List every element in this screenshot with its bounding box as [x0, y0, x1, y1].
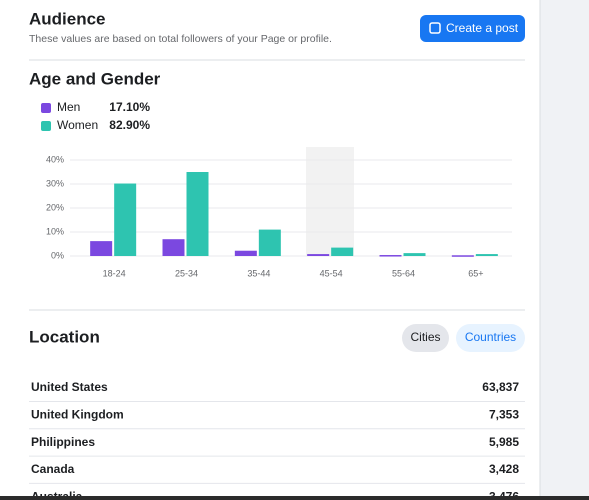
- legend-swatch: [41, 103, 51, 113]
- legend-name: Women: [57, 118, 98, 132]
- bar: [162, 239, 185, 256]
- country-count: 7,353: [489, 407, 519, 421]
- x-tick-label: 65+: [468, 268, 483, 278]
- legend-name: Men: [57, 100, 80, 114]
- bar: [307, 254, 330, 256]
- bar: [186, 172, 209, 256]
- country-count: 63,837: [482, 380, 519, 394]
- legend-value: 17.10%: [109, 100, 150, 114]
- section-title: Audience: [29, 9, 106, 28]
- country-name: United Kingdom: [31, 407, 124, 421]
- x-tick-label: 55-64: [392, 268, 415, 278]
- x-tick-label: 45-54: [320, 268, 343, 278]
- bar: [379, 255, 402, 257]
- bar: [331, 247, 354, 256]
- y-tick-label: 40%: [46, 154, 64, 164]
- country-name: Australia: [31, 489, 83, 500]
- hover-highlight: [306, 147, 354, 256]
- bar: [90, 241, 113, 256]
- country-name: Philippines: [31, 435, 95, 449]
- x-tick-label: 25-34: [175, 268, 198, 278]
- x-tick-label: 35-44: [247, 268, 270, 278]
- y-tick-label: 0%: [51, 250, 64, 260]
- y-tick-label: 10%: [46, 226, 64, 236]
- create-post-button[interactable]: [420, 15, 525, 42]
- section-title: Age and Gender: [29, 69, 161, 88]
- y-tick-label: 20%: [46, 202, 64, 212]
- bar: [475, 254, 498, 256]
- subtitle: These values are based on total follower…: [29, 33, 332, 45]
- countries-tab[interactable]: [456, 324, 525, 352]
- legend-value: 82.90%: [109, 118, 150, 132]
- country-count: 3,476: [489, 489, 519, 500]
- x-tick-label: 18-24: [103, 268, 126, 278]
- country-name: Canada: [31, 462, 75, 476]
- y-tick-label: 30%: [46, 178, 64, 188]
- button-label[interactable]: Create a post: [446, 21, 519, 35]
- cities-tab[interactable]: [402, 324, 449, 352]
- section-title: Location: [29, 327, 100, 346]
- legend-swatch: [41, 121, 51, 131]
- bar: [258, 229, 281, 256]
- taskbar-edge: [0, 496, 589, 500]
- tab-label[interactable]: Countries: [465, 330, 516, 344]
- bar: [114, 183, 137, 256]
- bar: [451, 255, 474, 257]
- bar: [234, 250, 257, 256]
- bar: [403, 253, 426, 256]
- edit-icon: [429, 22, 441, 34]
- country-name: United States: [31, 380, 108, 394]
- country-count: 5,985: [489, 435, 519, 449]
- tab-label[interactable]: Cities: [410, 330, 440, 344]
- country-count: 3,428: [489, 462, 519, 476]
